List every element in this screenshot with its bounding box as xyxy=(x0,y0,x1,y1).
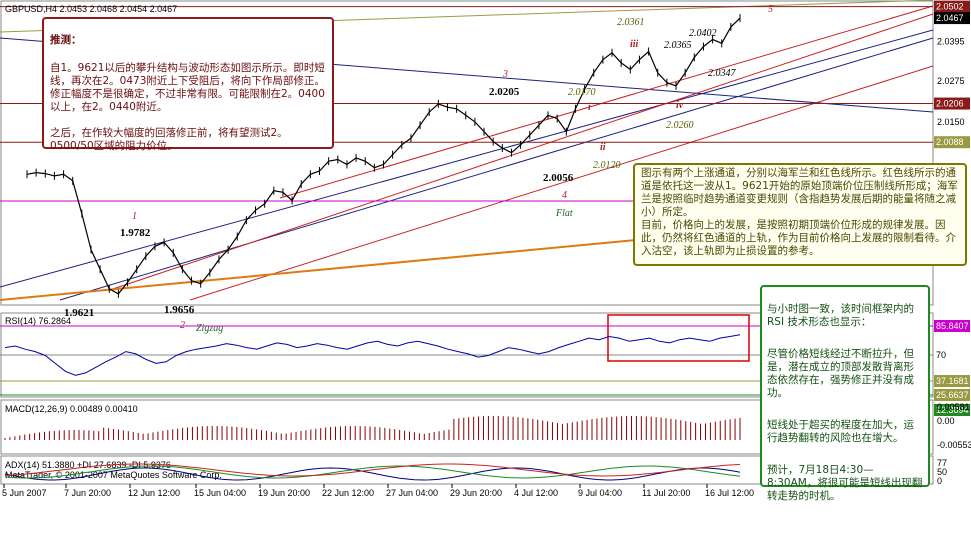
x-tick-label: 16 Jul 12:00 xyxy=(705,488,754,498)
price-tick-label: 2.0275 xyxy=(937,76,965,86)
label-2-0365: 2.0365 xyxy=(664,40,692,51)
label-2-0260: 2.0260 xyxy=(666,120,694,131)
navy-channel-lower xyxy=(59,37,934,301)
price-series xyxy=(26,14,741,298)
x-tick-label: 5 Jun 2007 xyxy=(2,488,47,498)
x-tick-label: 11 Jul 20:00 xyxy=(642,488,690,498)
red-channel-mid xyxy=(279,5,934,199)
price-marker-bg xyxy=(934,136,970,149)
forecast-note-body: 自1。9621以后的攀升结构与波动形态如图示所示。即时短线，再次在2。0473附… xyxy=(50,62,325,152)
price-marker-bg xyxy=(934,12,970,25)
label-2-0361: 2.0361 xyxy=(617,17,645,28)
wave-5: 5 xyxy=(768,4,773,15)
wave-iii: iii xyxy=(630,39,639,50)
wave-flat: Flat xyxy=(555,208,573,219)
adx-label: ADX(14) 51.3880 +DI 27.6839 -DI 5.9376 xyxy=(5,460,171,470)
rsi-label: RSI(14) 76.2864 xyxy=(5,316,71,326)
price-marker-label: 2.0206 xyxy=(936,99,964,109)
wave-3: 3 xyxy=(502,69,508,80)
rsi-marker-bg xyxy=(934,320,970,332)
adx-axis-label: 77 xyxy=(937,458,947,468)
price-marker-label: 2.0088 xyxy=(936,137,964,147)
rsi-marker-bg xyxy=(934,375,970,387)
adx-line-2 xyxy=(4,463,741,477)
adx-axis-label: 0 xyxy=(937,476,942,486)
price-tick-label: 2.0395 xyxy=(937,37,965,47)
symbol-info: GBPUSD,H4 2.0453 2.0468 2.0454 2.0467 xyxy=(5,4,177,14)
wave-ii: ii xyxy=(600,142,606,153)
red-channel-lower xyxy=(189,65,934,301)
rsi-series xyxy=(4,334,741,376)
price-marker-label: 2.0502 xyxy=(936,2,964,12)
macd-axis-label: 0.00 xyxy=(937,416,955,426)
label-2-0170: 2.0170 xyxy=(568,87,596,98)
rsi-note-p1: 与小时图一致，该时间框架内的RSI 技术形态也显示： xyxy=(767,303,914,328)
x-tick-label: 15 Jun 04:00 xyxy=(194,488,246,498)
rsi-line xyxy=(4,334,741,376)
adx-line-1 xyxy=(4,465,741,479)
rsi-marker-bg xyxy=(934,389,970,401)
channel-note: 图示有两个上涨通道，分别以海军兰和红色线所示。红色线所示的通道是依托这一波从1。… xyxy=(633,163,967,266)
price-labels: 1.9621 1.9782 1.9656 2.0205 2.0056 xyxy=(64,86,574,319)
macd-label: MACD(12,26,9) 0.00489 0.00410 xyxy=(5,404,138,414)
forecast-note: 推测： 自1。9621以后的攀升结构与波动形态如图示所示。即时短线，再次在2。0… xyxy=(42,17,334,152)
macd-axis-label: 0.00581 xyxy=(937,402,970,412)
price-pane-frame xyxy=(0,0,934,306)
price-marker-bg xyxy=(934,0,970,13)
x-tick-label: 12 Jun 12:00 xyxy=(128,488,180,498)
adx-series xyxy=(4,463,741,481)
x-tick-label: 19 Jun 20:00 xyxy=(258,488,310,498)
navy-channel-upper xyxy=(0,29,934,288)
x-tick-label: 29 Jun 20:00 xyxy=(450,488,502,498)
wave-i: i xyxy=(588,102,591,113)
label-2-0402: 2.0402 xyxy=(689,28,717,39)
label-2-0347: 2.0347 xyxy=(708,68,737,79)
macd-pane-frame xyxy=(0,399,934,455)
adx-line-0 xyxy=(4,467,741,481)
macd-axis-label: -0.00553 xyxy=(937,440,971,450)
rsi-axis-label: 85.8407 xyxy=(936,321,969,331)
wave-iv: iv xyxy=(676,100,684,111)
rsi-marker-bg xyxy=(934,404,970,416)
label-2-0205: 2.0205 xyxy=(489,86,520,98)
x-tick-label: 22 Jun 12:00 xyxy=(322,488,374,498)
adx-pane-frame xyxy=(0,455,934,485)
rsi-note: 与小时图一致，该时间框架内的RSI 技术形态也显示： 尽管价格短线经过不断拉升，… xyxy=(760,285,930,502)
rsi-note-p4: 预计，7月18日4:30—8:30AM，将很可能是短线出现翻转走势的时机。 xyxy=(767,464,923,502)
rsi-axis-label: 70 xyxy=(936,350,946,360)
x-tick-label: 4 Jul 12:00 xyxy=(514,488,558,498)
price-labels-italic: 2.0170 2.0120 2.0361 2.0365 2.0402 2.034… xyxy=(568,17,737,171)
x-tick-label: 27 Jun 04:00 xyxy=(386,488,438,498)
adx-axis-label: 50 xyxy=(937,467,947,477)
macd-histogram xyxy=(4,416,741,440)
label-2-0120: 2.0120 xyxy=(593,160,621,171)
price-tick-label: 2.0150 xyxy=(937,117,965,127)
price-axis: 2.03952.02752.01502.00952.05022.04672.02… xyxy=(934,0,970,149)
label-1-9656: 1.9656 xyxy=(164,304,195,316)
rsi-axis: 85.8407 70 37.1681 25.6637 12.3894 xyxy=(934,320,970,416)
rsi-axis-label: 12.3894 xyxy=(936,405,969,415)
forecast-note-title: 推测： xyxy=(50,34,82,46)
copyright: MetaTrader, © 2001-2007 MetaQuotes Softw… xyxy=(5,470,222,480)
price-marker-bg xyxy=(934,97,970,110)
x-tick-label: 9 Jul 04:00 xyxy=(578,488,622,498)
wave-zigzag: Zigzag xyxy=(196,323,223,334)
x-tick-label: 7 Jun 20:00 xyxy=(64,488,111,498)
macd-axis: 0.00581 0.00 -0.00553 xyxy=(937,402,971,450)
rsi-highlight-box xyxy=(607,314,750,362)
rsi-axis-label: 25.6637 xyxy=(936,390,969,400)
rsi-note-p2: 尽管价格短线经过不断拉升，但是，潜在成立的顶部发散背离形态依然存在，强势修正并没… xyxy=(767,348,914,399)
time-axis: 5 Jun 2007 7 Jun 20:00 12 Jun 12:00 15 Jun … xyxy=(2,484,754,498)
label-2-0056: 2.0056 xyxy=(543,172,574,184)
label-1-9621: 1.9621 xyxy=(64,307,94,319)
red-channel-upper xyxy=(109,13,934,291)
wave-4: 4 xyxy=(562,190,567,201)
wave-1: 1 xyxy=(132,211,137,222)
rsi-axis-label: 37.1681 xyxy=(936,376,969,386)
rsi-note-p3: 短线处于超买的程度在加大，运行趋势翻转的风险也在增大。 xyxy=(767,419,914,444)
label-1-9782: 1.9782 xyxy=(120,227,151,239)
price-marker-label: 2.0467 xyxy=(936,13,964,23)
